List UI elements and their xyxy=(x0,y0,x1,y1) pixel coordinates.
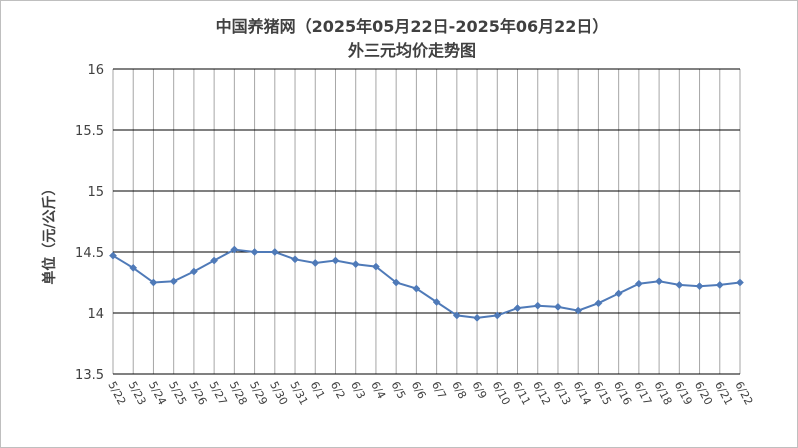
data-point-marker xyxy=(655,277,664,286)
data-point-marker xyxy=(331,256,340,265)
x-tick-label: 5/23 xyxy=(126,379,149,407)
data-point-marker xyxy=(169,277,178,286)
x-tick-label: 5/28 xyxy=(227,379,250,407)
data-point-marker xyxy=(270,248,279,256)
x-tick-label: 6/13 xyxy=(550,379,573,407)
data-point-marker xyxy=(493,311,502,320)
data-point-marker xyxy=(250,248,259,256)
chart-subtitle: 外三元均价走势图 xyxy=(347,41,476,60)
data-point-marker xyxy=(291,255,299,264)
x-tick-label: 6/14 xyxy=(571,379,594,407)
data-point-marker xyxy=(513,304,522,313)
y-tick-label: 15 xyxy=(87,185,104,200)
x-tick-label: 6/18 xyxy=(651,379,674,407)
data-point-marker xyxy=(392,278,401,287)
data-point-marker xyxy=(351,260,360,269)
data-point-marker xyxy=(473,313,482,322)
x-tick-label: 6/11 xyxy=(510,379,533,407)
x-tick-label: 6/4 xyxy=(368,379,388,401)
x-tick-label: 6/15 xyxy=(591,379,614,407)
x-tick-label: 6/19 xyxy=(672,379,695,407)
x-tick-label: 6/21 xyxy=(712,379,735,407)
x-tick-label: 6/10 xyxy=(490,379,513,407)
x-tick-label: 6/3 xyxy=(348,379,368,401)
data-point-marker xyxy=(432,298,441,306)
x-tick-label: 6/1 xyxy=(308,379,328,401)
x-tick-label: 5/26 xyxy=(186,379,209,407)
data-point-marker xyxy=(129,263,138,272)
data-point-marker xyxy=(614,289,623,298)
data-point-marker xyxy=(533,301,542,310)
data-point-marker xyxy=(189,267,198,276)
x-tick-label: 6/9 xyxy=(469,379,489,401)
x-tick-label: 6/12 xyxy=(530,379,553,407)
x-tick-label: 6/22 xyxy=(732,379,755,407)
data-point-marker xyxy=(311,259,320,267)
x-tick-label: 6/8 xyxy=(449,379,469,401)
y-tick-label: 14 xyxy=(87,307,104,322)
data-point-marker xyxy=(149,278,158,287)
x-tick-label: 6/16 xyxy=(611,379,634,407)
x-tick-label: 5/24 xyxy=(146,379,169,407)
data-point-marker xyxy=(109,251,117,260)
x-tick-label: 6/17 xyxy=(631,379,654,407)
data-point-marker xyxy=(695,282,704,291)
data-point-marker xyxy=(594,299,603,308)
x-tick-label: 6/20 xyxy=(692,379,715,407)
data-point-marker xyxy=(371,262,380,271)
y-tick-label: 14.5 xyxy=(75,246,104,261)
data-point-marker xyxy=(554,302,562,311)
x-tick-label: 5/25 xyxy=(166,379,189,407)
data-point-marker xyxy=(452,311,461,320)
y-tick-label: 16 xyxy=(87,63,104,78)
chart-title: 中国养猪网（2025年05月22日-2025年06月22日） xyxy=(216,17,609,36)
price-series-line xyxy=(112,248,741,319)
x-tick-label: 6/2 xyxy=(328,379,348,401)
x-tick-label: 5/22 xyxy=(105,379,128,407)
data-point-marker xyxy=(210,256,219,265)
x-tick-label: 5/30 xyxy=(267,379,290,407)
x-tick-label: 6/5 xyxy=(389,379,409,401)
data-point-marker xyxy=(715,280,724,289)
data-point-marker xyxy=(736,278,744,287)
data-point-marker xyxy=(675,280,684,289)
x-tick-label: 5/31 xyxy=(287,379,310,407)
x-tick-label: 5/29 xyxy=(247,379,270,407)
x-tick-label: 6/7 xyxy=(429,379,449,401)
data-point-marker xyxy=(574,306,583,315)
y-tick-label: 13.5 xyxy=(75,368,104,383)
x-tick-label: 6/6 xyxy=(409,379,429,401)
y-tick-label: 15.5 xyxy=(75,124,104,139)
data-point-marker xyxy=(230,245,239,254)
y-axis-label: 单位（元/公斤） xyxy=(41,181,58,284)
data-point-marker xyxy=(634,279,643,288)
x-tick-label: 5/27 xyxy=(206,379,229,407)
data-point-marker xyxy=(412,284,421,293)
